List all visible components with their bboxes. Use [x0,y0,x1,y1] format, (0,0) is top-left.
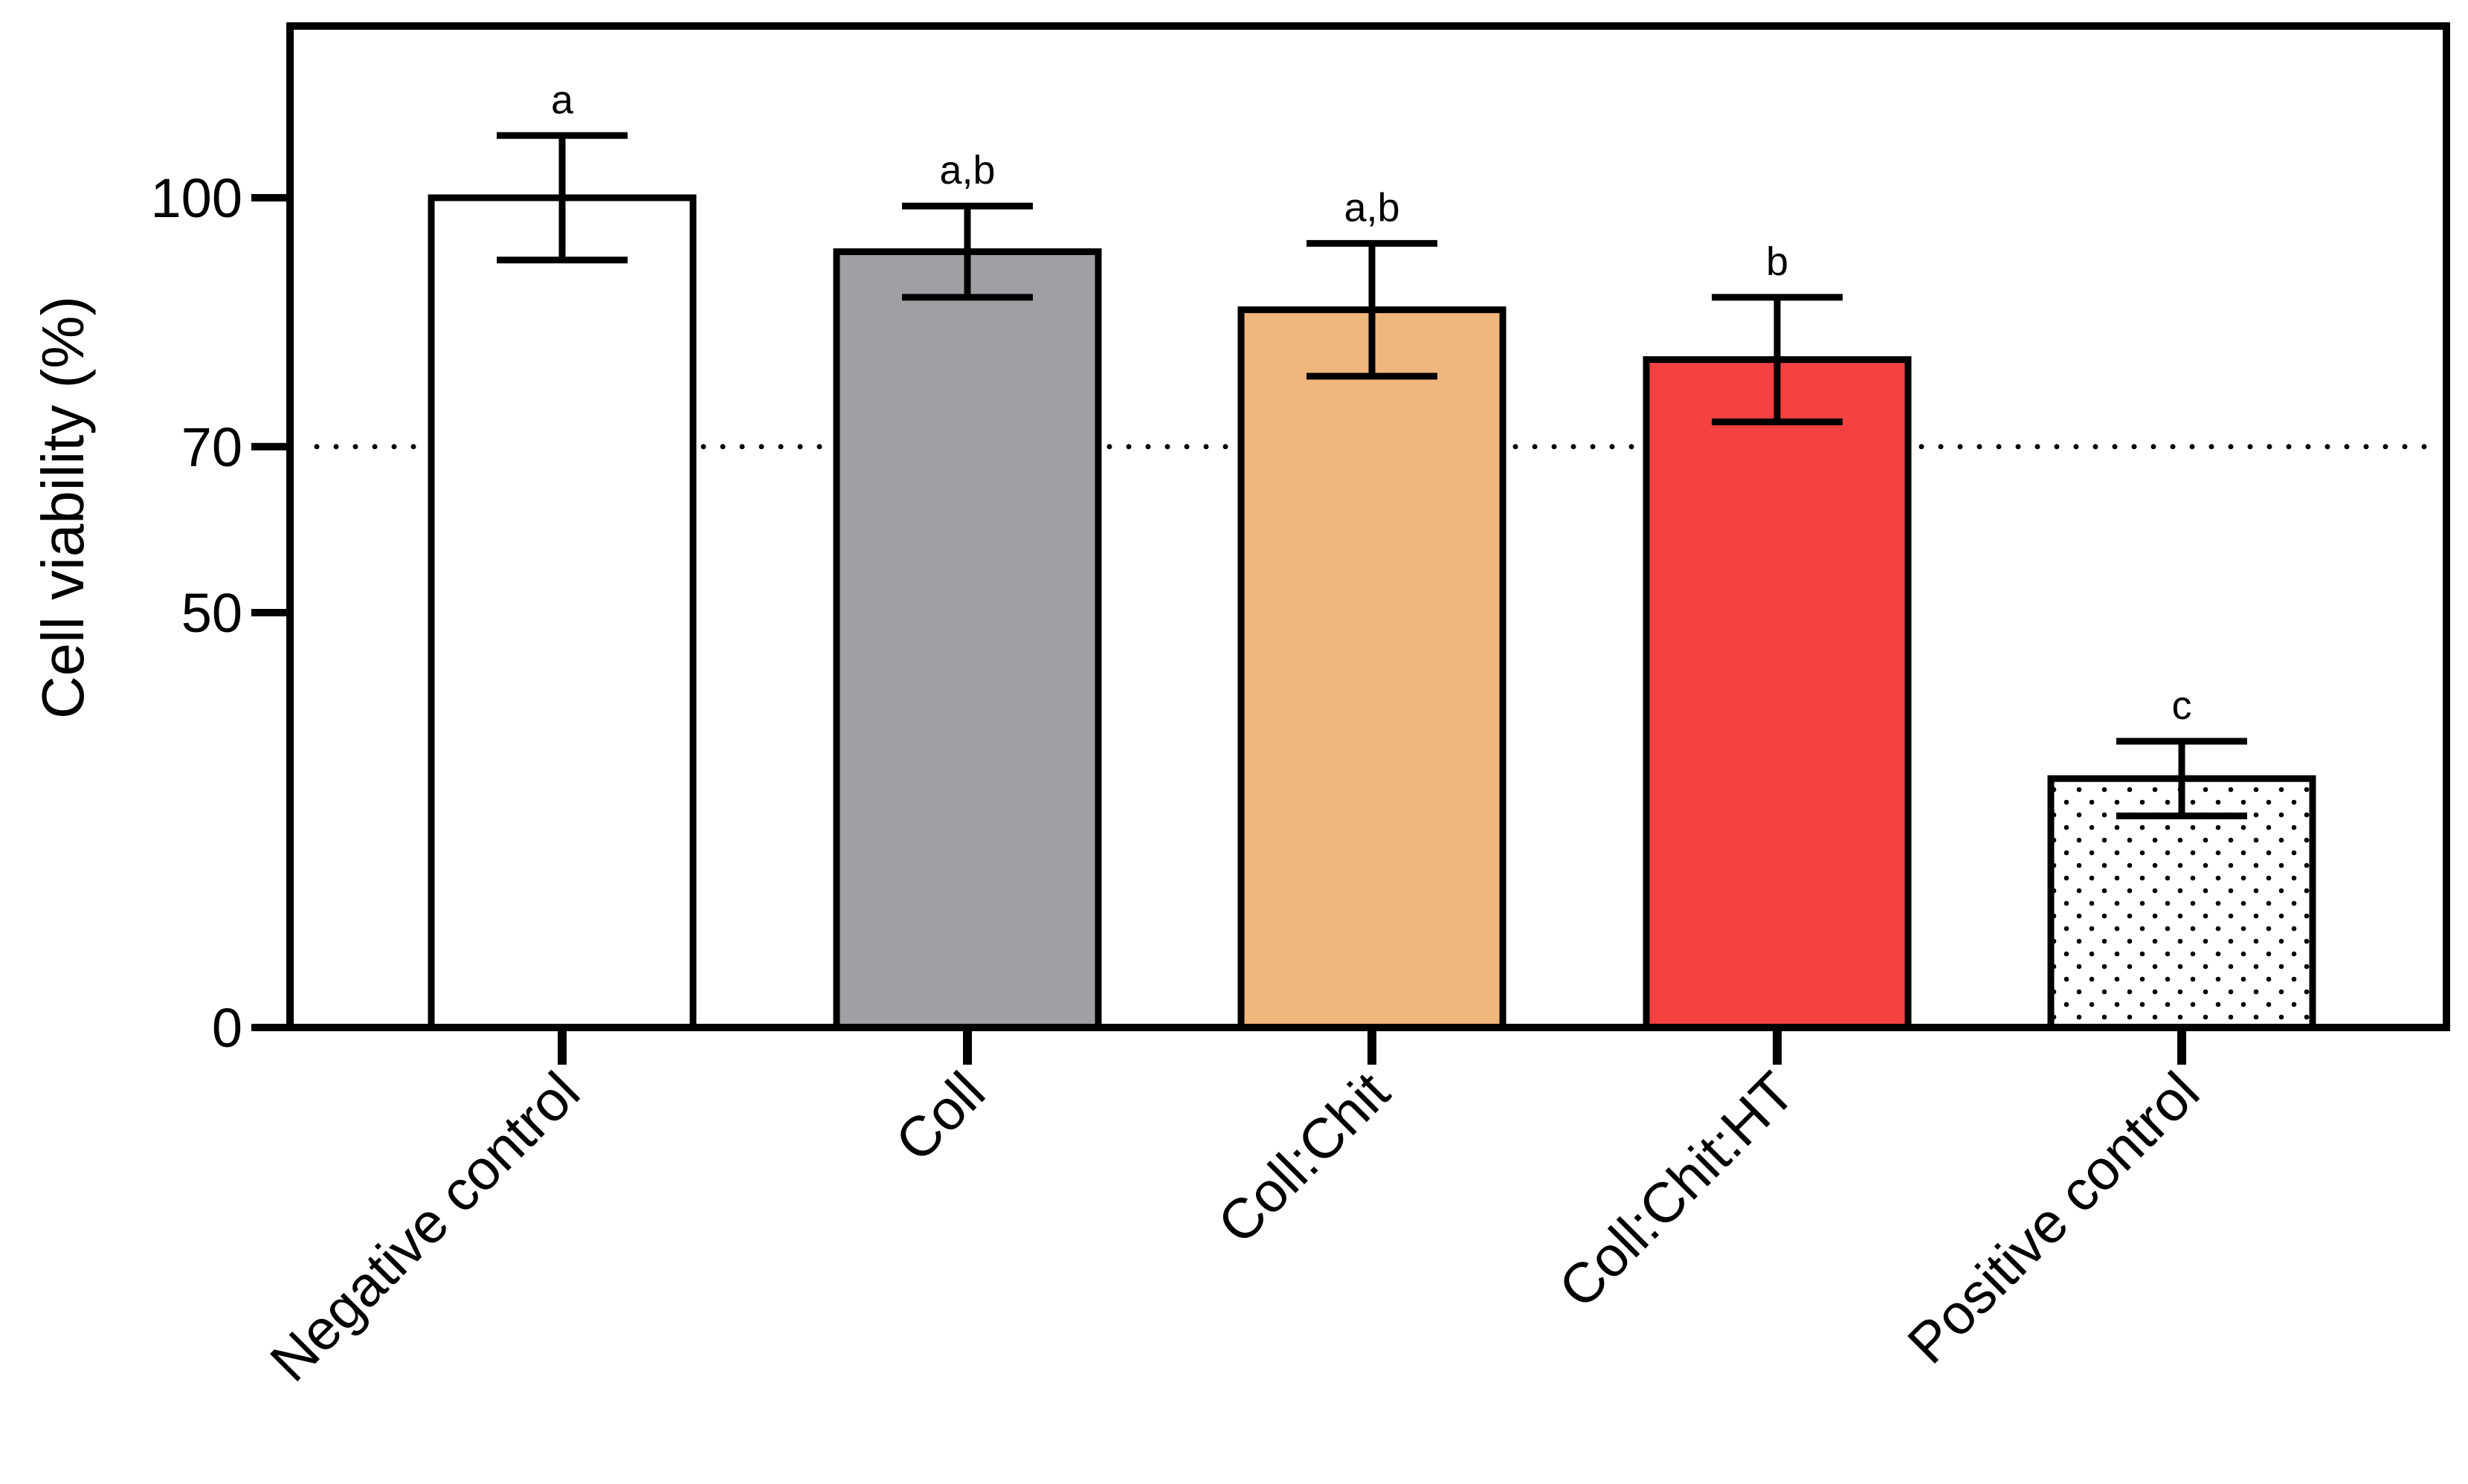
significance-label-2: a,b [1344,185,1399,230]
x-category-label-coll-chit-ht: Coll:Chit:HT [1547,1060,1807,1320]
y-tick-label-70: 70 [181,416,242,478]
error-bar-positive-control [2116,738,2247,819]
bars-layer [428,194,2316,1031]
x-category-label-negative-control: Negative control [259,1060,592,1393]
y-tick-label-100: 100 [151,167,242,229]
significance-label-3: b [1766,239,1788,284]
significance-label-4: c [2172,683,2192,728]
x-category-label-coll-chit: Coll:Chit [1206,1060,1402,1256]
y-tick-label-50: 50 [181,582,242,644]
y-axis-title: Cell viability (%) [30,296,96,719]
bar-coll [833,248,1102,1031]
bar-coll-chit-ht [1643,356,1912,1031]
axes-layer [251,22,2450,1065]
error-bars-layer [497,132,2247,819]
bar-coll-chit [1237,306,1507,1031]
error-bar-coll [902,202,1033,301]
error-bar-coll-chit [1307,239,1437,380]
significance-label-1: a,b [939,148,995,193]
error-bar-coll-chit-ht [1712,294,1843,425]
y-tick-label-0: 0 [212,997,242,1059]
bar-negative-control [428,194,697,1031]
error-bar-negative-control [497,132,628,264]
x-category-label-positive-control: Positive control [1896,1060,2212,1376]
x-category-label-coll: Coll [883,1060,997,1174]
significance-label-0: a [551,77,574,122]
